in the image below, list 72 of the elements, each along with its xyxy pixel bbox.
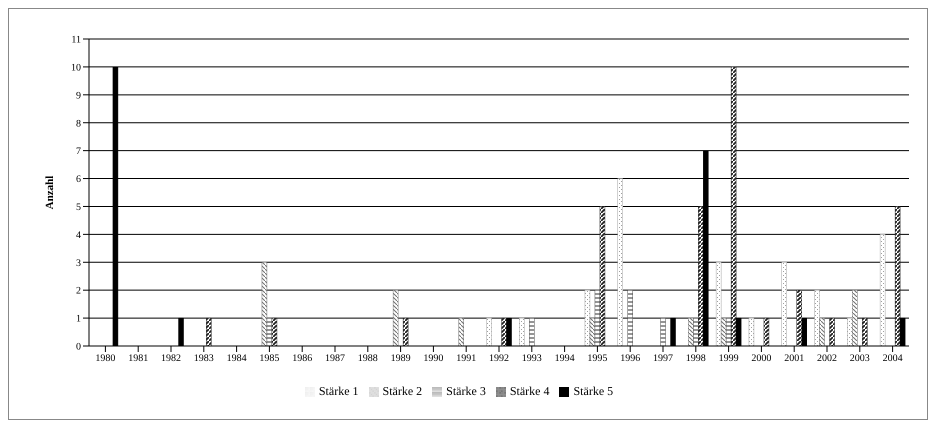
x-tick-label: 1991 [456, 353, 476, 364]
bar [730, 66, 736, 346]
x-tick-label: 1981 [128, 353, 148, 364]
bar [796, 290, 802, 346]
bar [584, 290, 590, 346]
x-tick-label: 1992 [489, 353, 509, 364]
x-tick-label: 1990 [423, 353, 444, 364]
bar [829, 318, 835, 346]
bar [781, 262, 787, 346]
x-tick-label: 1985 [259, 353, 280, 364]
y-tick-label: 9 [76, 90, 81, 102]
bar [458, 318, 464, 346]
y-tick-label: 1 [76, 314, 81, 325]
y-tick-label: 10 [71, 62, 81, 74]
y-tick-label: 6 [76, 174, 81, 186]
x-tick-label: 2000 [751, 353, 772, 364]
bar [529, 318, 535, 346]
x-tick-label: 1980 [95, 353, 116, 364]
bar [660, 318, 666, 346]
x-tick-label: 2001 [784, 353, 804, 364]
x-tick-label: 2002 [817, 353, 837, 364]
x-tick-label: 2004 [882, 353, 903, 364]
x-tick-label: 1989 [390, 353, 411, 364]
bar [206, 318, 212, 346]
x-tick-label: 1995 [587, 353, 608, 364]
x-tick-label: 1986 [292, 353, 312, 364]
bar [627, 290, 633, 346]
x-tick-label: 1988 [358, 353, 378, 364]
x-tick-label: 1983 [194, 353, 214, 364]
bar [600, 206, 606, 346]
bar [852, 290, 858, 346]
y-tick-label: 3 [76, 258, 81, 269]
y-tick-label: 0 [76, 342, 81, 353]
x-tick-label: 1993 [522, 353, 542, 364]
bar [819, 318, 825, 346]
bar [764, 318, 770, 346]
bar [402, 318, 408, 346]
y-axis-title: Anzahl [44, 176, 56, 210]
x-tick-label: 1996 [620, 353, 640, 364]
bar [880, 234, 886, 346]
bar [748, 318, 754, 346]
legend-label: Stärke 2 [382, 384, 422, 398]
legend-label: Stärke 5 [573, 384, 614, 398]
bar [392, 290, 398, 346]
x-tick-label: 1998 [686, 353, 706, 364]
y-tick-label: 8 [76, 118, 81, 130]
bar [894, 206, 900, 346]
y-tick-label: 4 [76, 230, 81, 241]
x-tick-label: 1999 [718, 353, 739, 364]
y-tick-label: 5 [76, 202, 81, 214]
bar [617, 178, 623, 346]
bar [272, 318, 278, 346]
legend-label: Stärke 4 [510, 384, 550, 398]
bar [594, 290, 600, 346]
y-tick-label: 2 [76, 286, 81, 297]
x-tick-label: 2003 [850, 353, 870, 364]
bar [486, 318, 492, 346]
bar [262, 262, 268, 346]
bar [814, 290, 820, 346]
legend-label: Stärke 3 [446, 384, 486, 398]
x-tick-label: 1997 [653, 353, 673, 364]
x-tick-label: 1987 [325, 353, 345, 364]
x-tick-label: 1984 [226, 353, 247, 364]
y-tick-label: 11 [71, 34, 81, 46]
bar [519, 318, 525, 346]
legend-label: Stärke 1 [318, 384, 359, 398]
x-tick-label: 1982 [161, 353, 181, 364]
bar [862, 318, 868, 346]
x-tick-label: 1994 [554, 353, 575, 364]
bar [698, 206, 704, 346]
bar [716, 262, 722, 346]
y-tick-label: 7 [76, 146, 81, 158]
